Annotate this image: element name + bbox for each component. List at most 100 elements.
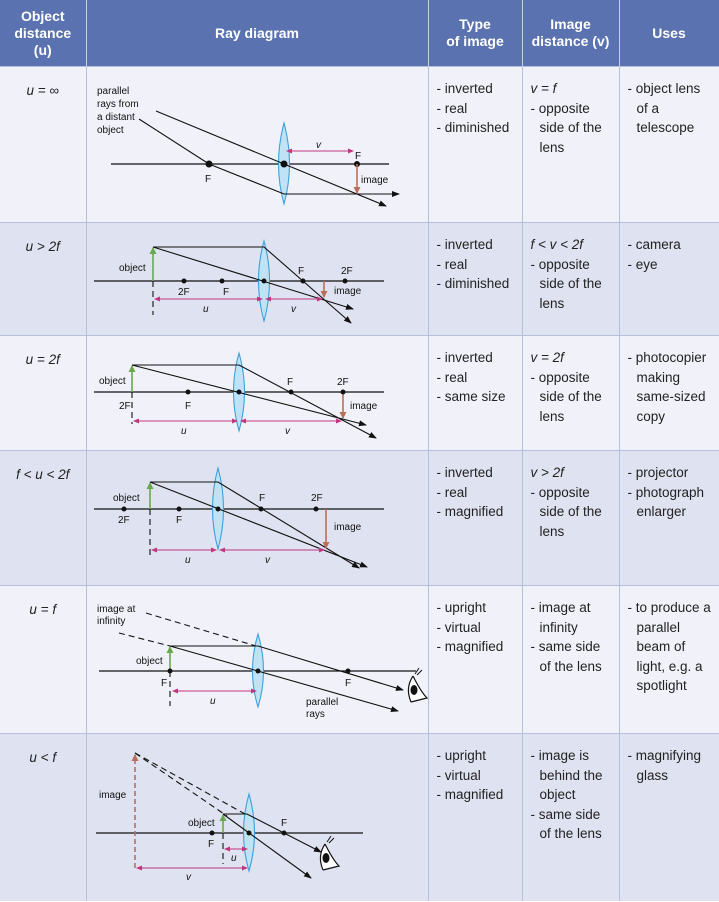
label-f: F bbox=[176, 515, 182, 526]
v-item: v > 2f bbox=[530, 465, 564, 480]
point bbox=[261, 278, 266, 284]
label-v: v bbox=[186, 872, 192, 883]
table-row: u < f image object F F u v - upright - vi… bbox=[0, 733, 719, 901]
label-v: v bbox=[316, 140, 322, 151]
point bbox=[300, 278, 305, 284]
type-of-image: - inverted - real - diminished bbox=[428, 222, 523, 336]
type-item: - real bbox=[436, 256, 468, 272]
label-v: v bbox=[291, 304, 297, 315]
point bbox=[288, 389, 293, 395]
point bbox=[342, 278, 347, 284]
point bbox=[246, 830, 251, 836]
label-image: image bbox=[334, 286, 362, 297]
label-2f: 2F bbox=[337, 377, 349, 388]
label: infinity bbox=[97, 616, 125, 627]
type-of-image: - inverted - real - magnified bbox=[428, 450, 523, 586]
label-image: image bbox=[361, 175, 389, 186]
v-item: - image at infinity bbox=[530, 600, 591, 635]
use-item: - photograph enlarger bbox=[627, 484, 705, 520]
type-of-image: - upright - virtual - magnified bbox=[428, 733, 523, 901]
label-2f: 2F bbox=[311, 493, 323, 504]
label-f: F bbox=[281, 818, 287, 829]
h1c: (u) bbox=[33, 41, 52, 58]
ray-diagram-svg: object 2F F F 2F image u v bbox=[93, 465, 384, 569]
h3b: of image bbox=[446, 33, 504, 49]
eye-icon bbox=[319, 835, 340, 871]
type-item: - magnified bbox=[436, 504, 504, 519]
point bbox=[345, 668, 350, 674]
ray bbox=[138, 118, 400, 197]
type-item: - real bbox=[436, 369, 468, 385]
v-item: - same side of the lens bbox=[530, 639, 602, 674]
header-ray-diagram: Ray diagram bbox=[86, 0, 429, 67]
label-object: object bbox=[119, 263, 146, 274]
type-item: - real bbox=[436, 100, 468, 116]
point bbox=[281, 830, 286, 836]
label-f: F bbox=[223, 287, 229, 298]
header-uses: Uses bbox=[619, 0, 719, 67]
type-item: - diminished bbox=[436, 276, 510, 291]
point bbox=[236, 389, 241, 395]
image-distance: v = 2f - opposite side of the lens bbox=[522, 335, 620, 451]
use-item: - object lens of a telescope bbox=[627, 81, 701, 135]
uses: - magnifying glass bbox=[619, 733, 719, 901]
v-item: f < v < 2f bbox=[530, 237, 584, 252]
h1a: Object bbox=[20, 7, 65, 24]
use-item: - camera bbox=[627, 237, 681, 252]
point bbox=[209, 830, 214, 836]
virtual-ray bbox=[134, 752, 227, 817]
v-item: - image is behind the object bbox=[530, 748, 603, 802]
label-f: F bbox=[185, 401, 191, 412]
type-item: - diminished bbox=[436, 120, 510, 135]
h4a: Image bbox=[550, 16, 591, 32]
label: parallel bbox=[306, 697, 338, 708]
eye-icon bbox=[407, 667, 428, 703]
header-type-of-image: Type of image bbox=[428, 0, 523, 67]
image-distance: v = f - opposite side of the lens bbox=[522, 66, 620, 223]
ray bbox=[222, 813, 312, 879]
label: parallel bbox=[97, 86, 129, 97]
v-item: v = f bbox=[530, 81, 557, 96]
ray bbox=[152, 246, 354, 310]
ray-diagram-svg: image object F F u v bbox=[95, 752, 363, 883]
ray-diagram: parallel rays from a distant object F F … bbox=[86, 66, 429, 223]
ray bbox=[169, 645, 404, 691]
label-2f: 2F bbox=[178, 287, 190, 298]
type-item: - magnified bbox=[436, 639, 504, 654]
label-u: u bbox=[203, 304, 209, 315]
ray-diagram-svg: image at infinity object F F parallel ra… bbox=[97, 604, 428, 720]
uses: - object lens of a telescope bbox=[619, 66, 719, 223]
label-u: u bbox=[185, 555, 191, 566]
table-row: u = 2f object 2F F F 2F image u v - inve… bbox=[0, 335, 719, 451]
type-item: - virtual bbox=[436, 767, 481, 783]
ray bbox=[149, 481, 360, 569]
virtual-ray bbox=[118, 632, 170, 647]
image-distance: - image at infinity - same side of the le… bbox=[522, 585, 620, 734]
header-object-distance: Object distance (u) bbox=[0, 0, 87, 67]
label: image at bbox=[97, 604, 136, 615]
label-f: F bbox=[259, 493, 265, 504]
v-item: - opposite side of the lens bbox=[530, 369, 602, 424]
label-u: u bbox=[181, 426, 187, 437]
object-distance: f < u < 2f bbox=[0, 450, 87, 586]
use-item: - eye bbox=[627, 256, 658, 272]
object-distance: u = f bbox=[0, 585, 87, 734]
type-of-image: - inverted - real - diminished bbox=[428, 66, 523, 223]
label: rays from bbox=[97, 99, 139, 110]
v-item: - opposite side of the lens bbox=[530, 100, 602, 155]
ray bbox=[152, 246, 352, 324]
label-2f: 2F bbox=[119, 401, 131, 412]
point bbox=[176, 506, 181, 512]
image-distance: v > 2f - opposite side of the lens bbox=[522, 450, 620, 586]
point bbox=[215, 506, 220, 512]
ray-diagram-svg: object 2F F F 2F image u v bbox=[93, 238, 384, 324]
type-item: - upright bbox=[436, 748, 487, 763]
ray bbox=[149, 481, 368, 568]
label-object: object bbox=[99, 376, 126, 387]
label-f: F bbox=[287, 377, 293, 388]
label-2f: 2F bbox=[341, 266, 353, 277]
type-item: - inverted bbox=[436, 465, 493, 480]
ray bbox=[169, 645, 399, 712]
label: rays bbox=[306, 709, 325, 720]
